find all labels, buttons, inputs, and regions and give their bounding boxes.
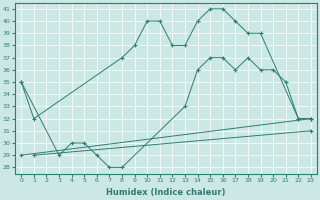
X-axis label: Humidex (Indice chaleur): Humidex (Indice chaleur) [106,188,226,197]
